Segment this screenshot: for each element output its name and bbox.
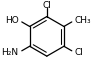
Text: Cl: Cl (74, 48, 83, 57)
Text: Cl: Cl (42, 1, 51, 10)
Text: HO: HO (5, 16, 19, 25)
Text: H₂N: H₂N (1, 48, 18, 57)
Text: CH₃: CH₃ (74, 16, 91, 25)
